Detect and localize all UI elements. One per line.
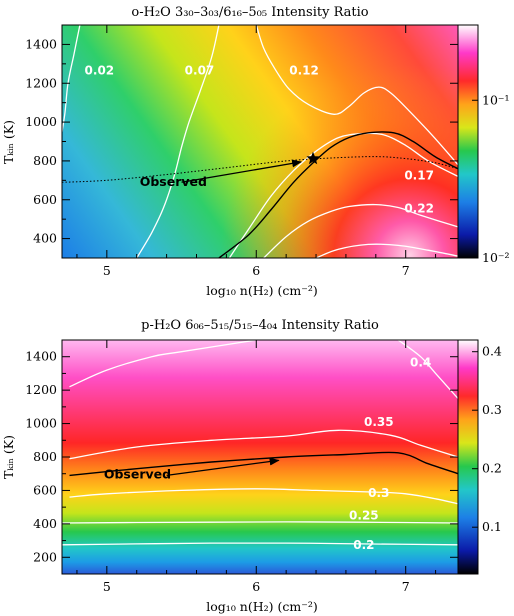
contour-label-0.07: 0.07	[185, 64, 215, 78]
contour-0.12-line	[255, 24, 459, 166]
colorbar-tick-label: 0.3	[482, 402, 502, 417]
contour-unlabeled-line	[315, 243, 459, 259]
contour-0.25-line	[61, 521, 459, 524]
contour-0.2-line	[61, 542, 459, 546]
y-tick-label: 600	[33, 192, 57, 207]
y-tick-label: 800	[33, 153, 57, 168]
observed-label: Observed	[104, 467, 171, 482]
panel-2-contours	[61, 339, 459, 546]
observed-star-marker	[306, 151, 320, 165]
panel-1-heatmap-glow	[62, 25, 458, 258]
observed-label: Observed	[140, 174, 207, 189]
panel-2-colorbar-ticks: 0.1 0.2 0.3 0.4	[472, 344, 502, 534]
colorbar-tick-label: 10⁻²	[482, 250, 510, 265]
x-tick-label: 7	[402, 579, 410, 594]
panel-2-contour-labels: 0.4 0.35 0.3 0.25 0.2	[349, 356, 431, 552]
x-tick-label: 7	[402, 263, 410, 278]
y-tick-label: 1200	[25, 75, 57, 90]
contour-label-0.25: 0.25	[349, 509, 379, 523]
contour-label-0.17: 0.17	[404, 168, 434, 182]
y-tick-label: 200	[33, 549, 57, 564]
panel-2-title: p-H₂O 6₀₆–5₁₅/5₁₅–4₀₄ Intensity Ratio	[141, 318, 379, 333]
contour-label-0.12: 0.12	[289, 64, 319, 78]
contour-label-0.2: 0.2	[353, 538, 374, 552]
panel-1-y-axis: 400 600 800 1000 1200 1400	[25, 24, 458, 259]
x-tick-label: 5	[103, 579, 111, 594]
panel-1-x-axis: 5 6 7	[76, 25, 437, 278]
y-tick-label: 400	[33, 231, 57, 246]
panel-1-contour-labels: 0.02 0.07 0.12 0.17 0.22	[85, 64, 434, 216]
panel-2-xlabel: log₁₀ n(H₂) (cm⁻²)	[206, 599, 317, 614]
panel-1-contours	[61, 24, 459, 259]
observed-temperature-curve	[61, 156, 459, 183]
contour-label-0.02: 0.02	[85, 64, 115, 78]
panel-1-observed-overlay: Observed	[61, 131, 459, 259]
contour-0.17-line	[228, 132, 459, 259]
colorbar-tick-label: 10⁻¹	[482, 92, 510, 107]
colorbar-tick-label: 0.1	[482, 519, 502, 534]
panel-1-colorbar-ticks: 10⁻¹ 10⁻²	[472, 92, 510, 265]
x-tick-label: 5	[103, 263, 111, 278]
observed-ratio-contour	[218, 131, 459, 259]
x-tick-label: 6	[252, 579, 260, 594]
panel-2-heatmap	[62, 340, 458, 574]
panel-2-ylabel: Tₖᵢₙ (K)	[1, 435, 16, 479]
panel-2-colorbar	[457, 339, 479, 575]
y-tick-label: 800	[33, 449, 57, 464]
colorbar-tick-label: 0.2	[482, 461, 502, 476]
contour-0.4-line	[69, 339, 257, 388]
contour-0.22-line	[263, 203, 459, 259]
y-tick-label: 1400	[25, 349, 57, 364]
panel-1-ylabel: Tₖᵢₙ (K)	[1, 120, 16, 164]
panel-1-title: o-H₂O 3₃₀–3₀₃/6₁₆–5₀₅ Intensity Ratio	[131, 5, 368, 20]
observed-arrow	[181, 159, 303, 183]
observed-arrow	[166, 457, 280, 477]
contour-0.07-line	[136, 24, 220, 259]
contour-unlabeled-line	[397, 339, 459, 399]
panel-2: p-H₂O 6₀₆–5₁₅/5₁₅–4₀₄ Intensity Ratio Ob…	[1, 318, 502, 614]
panel-1: o-H₂O 3₃₀–3₀₃/6₁₆–5₀₅ Intensity Ratio Ob…	[1, 5, 510, 298]
panel-2-x-axis: 5 6 7	[76, 340, 437, 594]
observed-temperature-curve	[69, 451, 459, 477]
contour-label-0.4: 0.4	[410, 356, 431, 370]
y-tick-label: 1200	[25, 382, 57, 397]
panel-1-xlabel: log₁₀ n(H₂) (cm⁻²)	[206, 283, 317, 298]
contour-0.3-line	[69, 488, 459, 505]
y-tick-label: 600	[33, 482, 57, 497]
contour-label-0.3: 0.3	[368, 486, 389, 500]
contour-0.35-line	[69, 429, 459, 460]
x-tick-label: 6	[252, 263, 260, 278]
panel-2-y-axis: 200 400 600 800 1000 1200 1400	[25, 339, 458, 575]
colorbar-tick-label: 0.4	[482, 344, 502, 359]
y-tick-label: 1000	[25, 416, 57, 431]
panel-1-colorbar	[457, 24, 479, 259]
contour-label-0.35: 0.35	[364, 415, 394, 429]
y-tick-label: 1000	[25, 114, 57, 129]
panel-2-observed-overlay: Observed	[69, 451, 459, 482]
y-tick-label: 1400	[25, 36, 57, 51]
y-tick-label: 400	[33, 516, 57, 531]
contour-label-0.22: 0.22	[404, 201, 434, 215]
